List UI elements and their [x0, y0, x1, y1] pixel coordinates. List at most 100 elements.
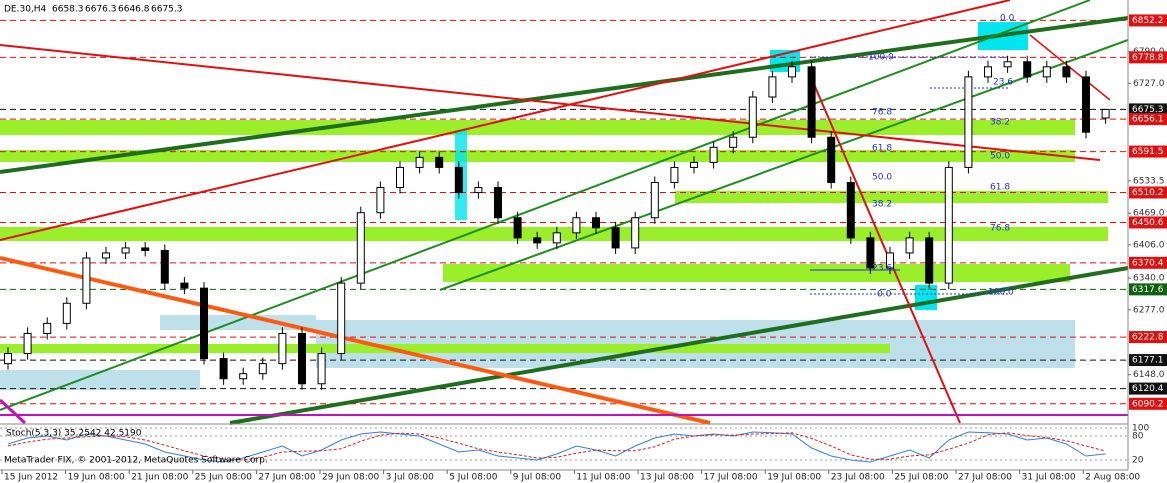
trend-line [0, 44, 1101, 161]
x-tick-label: 27 Jul 08:00 [958, 473, 1012, 483]
level-box [1129, 145, 1167, 158]
x-tick-label: 11 Jul 08:00 [576, 473, 630, 483]
fib-label: 38.2 [990, 118, 1010, 128]
candle-body [866, 237, 875, 269]
x-tick-label: 21 Jun 08:00 [131, 473, 188, 483]
candle-body [807, 66, 816, 138]
candle-body [1062, 66, 1071, 78]
fib-label: 61.8 [872, 144, 892, 154]
x-tick-label: 3 Jul 08:00 [386, 473, 435, 483]
candle-body [886, 252, 894, 269]
chart-title: DE.30,H4 [4, 5, 47, 15]
trend-line [0, 256, 711, 425]
header-value: 6646.8 [118, 5, 150, 15]
trend-line [0, 0, 1011, 241]
candle-body [43, 322, 52, 334]
level-label: 6778.8 [1132, 53, 1164, 63]
candle-body [1023, 61, 1032, 78]
zones [0, 22, 1108, 390]
level-label: 6450.6 [1132, 218, 1164, 228]
y-tick-label: 6148.0 [1133, 370, 1165, 380]
level-box [1129, 113, 1167, 126]
level-label: 6177.1 [1132, 356, 1164, 366]
header-values: 6658.3 6676.3 6646.8 6675.3 [52, 5, 183, 15]
candle-body [611, 227, 620, 249]
candles [4, 55, 1110, 390]
green-zone [443, 264, 1070, 282]
footer: MetaTrader FIX, © 2001-2012, MetaQuotes … [4, 456, 268, 466]
y-tick-label: 6533.5 [1133, 176, 1165, 186]
candle-body [905, 237, 914, 254]
y-tick-label: 6727.0 [1133, 79, 1165, 89]
x-tick-label: 27 Jun 08:00 [258, 473, 315, 483]
green-zone [0, 344, 890, 353]
candle-body [4, 353, 12, 365]
fib-label: 50.0 [872, 173, 892, 183]
candle-body [337, 282, 346, 355]
blue-zone [160, 315, 316, 330]
level-label: 6317.6 [1132, 285, 1164, 295]
x-tick-label: 31 Jul 08:00 [1022, 473, 1076, 483]
candle-body [141, 247, 150, 251]
candle-body [552, 232, 561, 244]
x-tick-label: 9 Jul 08:00 [513, 473, 562, 483]
x-tick-label: 29 Jun 08:00 [322, 473, 379, 483]
green-zone [675, 191, 1108, 203]
level-label: 6852.2 [1132, 16, 1164, 26]
fib-label: 100.0 [988, 288, 1014, 298]
stoch-tick-label: 100 [1132, 424, 1149, 434]
candle-body [1101, 108, 1110, 119]
candle-body [1003, 61, 1012, 68]
level-label: 6370.4 [1132, 258, 1164, 268]
fib-label: 38.2 [872, 200, 892, 210]
candle-body [23, 332, 32, 355]
level-box [1129, 397, 1167, 410]
trend-line [809, 74, 961, 424]
trend-line [0, 398, 27, 425]
candle-body [180, 282, 189, 289]
level-box [1129, 186, 1167, 199]
candle-body [454, 166, 463, 194]
candle-body [650, 182, 659, 219]
stoch-label: Stoch(5,3,3) 35.2542 42.5190 [6, 429, 142, 439]
x-tick-label: 23 Jul 08:00 [831, 473, 885, 483]
candle-body [376, 187, 385, 214]
level-label: 6591.5 [1132, 147, 1164, 157]
candle-body [729, 136, 738, 148]
candle-body [690, 161, 698, 168]
x-tick-label: 25 Jul 08:00 [894, 473, 948, 483]
trend-lines [0, 0, 1129, 425]
level-box [1129, 354, 1167, 367]
x-tick-label: 2 Aug 08:00 [1085, 473, 1140, 483]
fib-label: 50.0 [990, 152, 1010, 162]
x-tick-label: 13 Jul 08:00 [640, 473, 694, 483]
level-label: 6222.8 [1132, 333, 1164, 343]
level-label: 6510.2 [1132, 188, 1164, 198]
stoch-line [7, 432, 1106, 461]
level-box [1129, 14, 1167, 27]
candle-body [160, 249, 169, 284]
candle-body [415, 156, 424, 168]
candle-body [572, 217, 581, 234]
y-tick-label: 6340.0 [1133, 274, 1165, 284]
fib-label: 76.8 [990, 224, 1010, 234]
candle-body [258, 363, 267, 375]
x-tick-label: 17 Jul 08:00 [704, 473, 758, 483]
candle-body [62, 302, 71, 324]
level-box [1129, 103, 1167, 116]
x-tick-label: 19 Jul 08:00 [767, 473, 821, 483]
candle-body [494, 187, 502, 219]
candle-body [219, 358, 228, 380]
candle-body [533, 237, 542, 244]
trend-line [0, 16, 1129, 174]
candle-body [298, 332, 306, 385]
level-box [1129, 331, 1167, 344]
fib-label: 61.8 [990, 183, 1010, 193]
candle-body [1082, 76, 1090, 133]
level-label: 6120.4 [1132, 384, 1164, 394]
price-axis: 6790.06727.06533.56469.06406.06340.06277… [1128, 14, 1167, 410]
candle-body [513, 217, 522, 239]
x-tick-label: 25 Jun 08:00 [195, 473, 252, 483]
candle-body [984, 66, 992, 78]
